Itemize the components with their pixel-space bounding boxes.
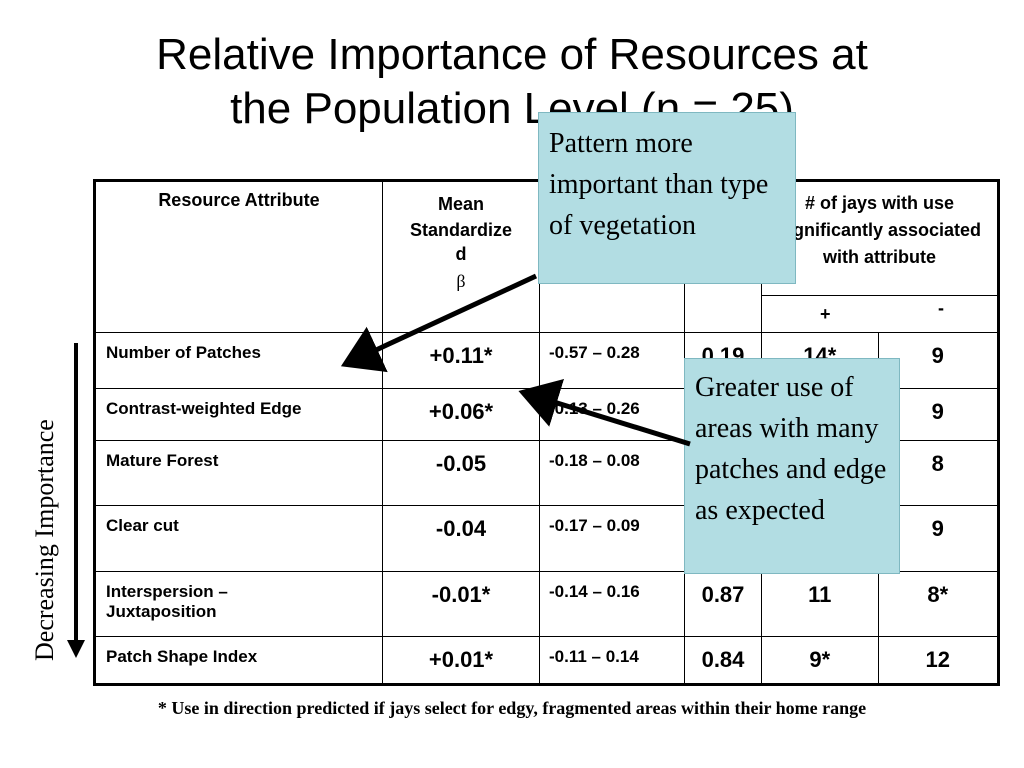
row-attribute: Clear cut (94, 505, 383, 572)
row-attribute: Patch Shape Index (94, 636, 383, 685)
row-pos: 11 (761, 571, 879, 637)
row-neg: 12 (877, 636, 999, 685)
slide-title: Relative Importance of Resources at the … (0, 28, 1024, 136)
table-row: Interspersion – Juxtaposition -0.01* -0.… (94, 571, 999, 637)
footnote: * Use in direction predicted if jays sel… (157, 698, 867, 718)
row-ci: -0.11 – 0.14 (539, 636, 685, 685)
row-ci: -0.18 – 0.08 (539, 440, 685, 506)
header-minus: - (878, 295, 999, 334)
row-ci: -0.14 – 0.16 (539, 571, 685, 637)
pointer-arrow-icon (340, 273, 538, 373)
down-arrowhead-icon (67, 640, 85, 658)
row-ci: -0.17 – 0.09 (539, 505, 685, 572)
row-mean: -0.05 (382, 440, 540, 506)
row-p: 0.84 (684, 636, 762, 685)
row-attribute: Number of Patches (94, 332, 383, 389)
pointer-arrow-icon (518, 378, 691, 447)
callout-greater-use: Greater use of areas with many patches a… (684, 358, 900, 574)
callout-pattern: Pattern more important than type of vege… (538, 112, 796, 284)
title-line-1: Relative Importance of Resources at (156, 30, 868, 79)
row-pos: 9* (761, 636, 879, 685)
row-mean: +0.11* (382, 332, 540, 389)
header-plus: + (761, 295, 878, 334)
row-mean: -0.01* (382, 571, 540, 637)
row-mean: +0.06* (382, 388, 540, 441)
row-p: 0.87 (684, 571, 762, 637)
header-jays: # of jays with use significantly associa… (761, 180, 999, 296)
decreasing-importance-label: Decreasing Importance (30, 419, 59, 661)
row-attribute: Contrast-weighted Edge (94, 388, 383, 441)
table-row: Patch Shape Index +0.01* -0.11 – 0.14 0.… (94, 636, 999, 685)
row-attribute: Interspersion – Juxtaposition (94, 571, 383, 637)
row-mean: +0.01* (382, 636, 540, 685)
row-mean: -0.04 (382, 505, 540, 572)
header-resource-attribute: Resource Attribute (94, 180, 383, 333)
row-neg: 8* (877, 571, 999, 637)
